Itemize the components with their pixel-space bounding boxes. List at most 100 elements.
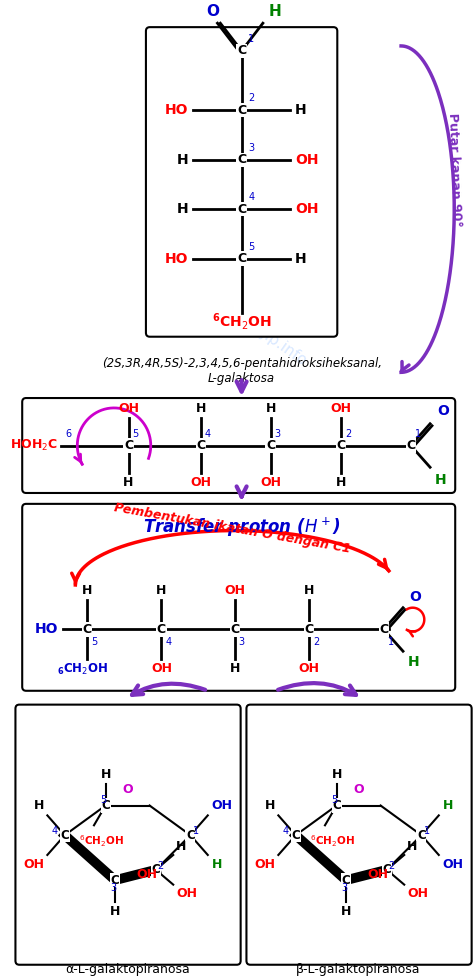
- Text: H: H: [230, 662, 240, 675]
- Text: C: C: [417, 829, 426, 842]
- Text: OH: OH: [118, 402, 139, 415]
- Text: OH: OH: [260, 476, 281, 489]
- FancyBboxPatch shape: [22, 398, 455, 493]
- Text: H: H: [177, 202, 189, 217]
- Text: OH: OH: [136, 867, 157, 881]
- Text: H: H: [177, 153, 189, 167]
- Text: C: C: [266, 439, 275, 452]
- Text: Putar kanan 90°: Putar kanan 90°: [446, 113, 463, 226]
- Text: 3: 3: [341, 883, 347, 893]
- Text: H: H: [265, 402, 276, 415]
- Text: 3: 3: [274, 428, 281, 439]
- Text: C: C: [82, 623, 91, 636]
- Text: H: H: [212, 858, 222, 871]
- Text: H: H: [443, 800, 453, 812]
- Text: H: H: [82, 584, 92, 597]
- Text: ujip.info: ujip.info: [191, 535, 250, 582]
- Text: 4: 4: [52, 826, 58, 836]
- Text: HO: HO: [35, 622, 58, 636]
- Text: C: C: [60, 829, 69, 842]
- Text: C: C: [101, 799, 110, 812]
- Text: 4: 4: [283, 826, 289, 836]
- Text: C: C: [237, 203, 246, 216]
- Text: C: C: [305, 623, 314, 636]
- Text: H: H: [156, 584, 166, 597]
- Text: ujip.info: ujip.info: [177, 99, 237, 146]
- Text: OH: OH: [176, 887, 197, 900]
- Text: C: C: [237, 252, 246, 265]
- Text: H: H: [331, 767, 342, 781]
- Text: Transfer proton ($H^+$): Transfer proton ($H^+$): [143, 515, 340, 539]
- Text: 1: 1: [193, 826, 199, 836]
- FancyBboxPatch shape: [22, 504, 455, 691]
- Text: H: H: [336, 476, 346, 489]
- Text: 5: 5: [248, 242, 255, 252]
- Text: 5: 5: [91, 637, 97, 648]
- Text: H: H: [110, 905, 120, 918]
- Text: C: C: [406, 439, 415, 452]
- Text: $\mathregular{^6}$CH$_2$OH: $\mathregular{^6}$CH$_2$OH: [211, 311, 272, 332]
- Text: OH: OH: [224, 584, 246, 597]
- FancyBboxPatch shape: [16, 705, 241, 964]
- Text: OH: OH: [212, 800, 233, 812]
- Text: C: C: [186, 829, 195, 842]
- FancyBboxPatch shape: [246, 705, 472, 964]
- Text: 2: 2: [248, 93, 255, 103]
- Text: HO: HO: [165, 103, 189, 118]
- Text: O: O: [122, 783, 133, 796]
- Text: C: C: [157, 623, 166, 636]
- Text: H: H: [304, 584, 314, 597]
- Text: ujip.info: ujip.info: [86, 826, 145, 873]
- Text: C: C: [337, 439, 346, 452]
- Text: 3: 3: [110, 883, 116, 893]
- Text: 2: 2: [345, 428, 351, 439]
- Text: OH: OH: [151, 662, 172, 675]
- Text: O: O: [206, 4, 219, 20]
- Text: H: H: [295, 103, 306, 118]
- Text: OH: OH: [23, 858, 45, 871]
- Text: $^6$CH$_2$OH: $^6$CH$_2$OH: [310, 833, 355, 849]
- Text: (2S,3R,4R,5S)-2,3,4,5,6-pentahidroksiheksanal,
L-galaktosa: (2S,3R,4R,5S)-2,3,4,5,6-pentahidroksihek…: [101, 358, 382, 385]
- Text: C: C: [292, 829, 300, 842]
- Text: 3: 3: [248, 143, 255, 153]
- Text: 5: 5: [100, 795, 107, 805]
- Text: ujip.info: ujip.info: [251, 321, 310, 369]
- Text: OH: OH: [255, 858, 275, 871]
- Text: C: C: [110, 874, 119, 887]
- Text: 5: 5: [331, 795, 338, 805]
- Text: H: H: [407, 840, 418, 853]
- Text: OH: OH: [407, 887, 428, 900]
- Text: $^6$CH$_2$OH: $^6$CH$_2$OH: [79, 833, 124, 849]
- Text: H: H: [196, 402, 206, 415]
- Text: Pembentukan ikatan O dengan C1: Pembentukan ikatan O dengan C1: [113, 501, 351, 556]
- Text: OH: OH: [331, 402, 352, 415]
- Text: 1: 1: [424, 826, 430, 836]
- Text: H: H: [265, 800, 275, 812]
- Text: OH: OH: [295, 202, 318, 217]
- Text: C: C: [342, 874, 350, 887]
- Text: C: C: [332, 799, 341, 812]
- Text: 4: 4: [248, 192, 255, 202]
- Text: 2: 2: [313, 637, 319, 648]
- Text: H: H: [269, 4, 282, 20]
- Text: α-L-galaktopiranosa: α-L-galaktopiranosa: [65, 962, 190, 976]
- Text: 1: 1: [388, 637, 394, 648]
- Text: 6: 6: [66, 428, 72, 439]
- Text: H: H: [100, 767, 111, 781]
- Text: H: H: [341, 905, 351, 918]
- Text: 2: 2: [389, 860, 395, 871]
- Text: 3: 3: [239, 637, 245, 648]
- Text: H: H: [408, 656, 419, 669]
- Text: 1: 1: [415, 428, 421, 439]
- Text: C: C: [237, 153, 246, 167]
- Text: C: C: [230, 623, 239, 636]
- Text: 1: 1: [248, 34, 255, 44]
- Text: 4: 4: [165, 637, 172, 648]
- Text: H: H: [123, 476, 134, 489]
- Text: C: C: [152, 863, 160, 876]
- Text: O: O: [437, 404, 449, 417]
- Text: OH: OH: [191, 476, 211, 489]
- Text: C: C: [383, 863, 391, 876]
- Text: C: C: [124, 439, 133, 452]
- FancyBboxPatch shape: [146, 27, 337, 337]
